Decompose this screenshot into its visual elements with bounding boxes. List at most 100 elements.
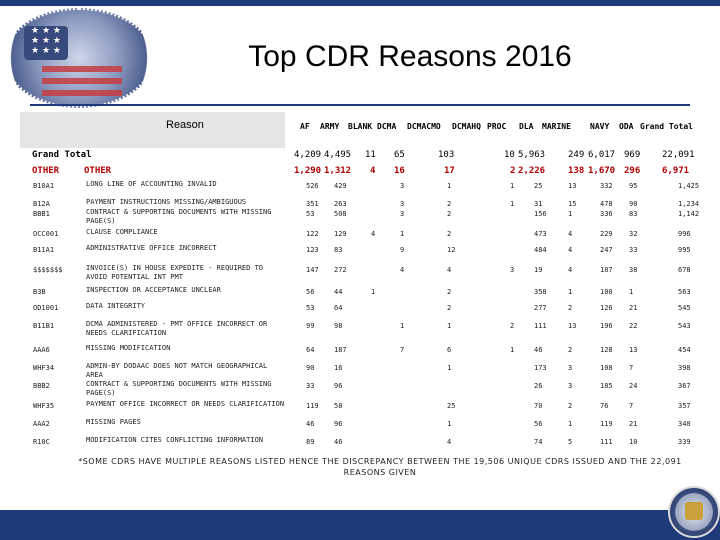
- cell-grand-total: 339: [678, 438, 691, 446]
- col-header-dla: DLA: [519, 122, 534, 131]
- cell-marine: 15: [568, 200, 577, 208]
- cell-oda: 10: [629, 438, 638, 446]
- cell-dcmacmo: 4: [400, 266, 405, 274]
- cell-af: 53: [306, 210, 315, 218]
- col-header-navy: NAVY: [590, 122, 610, 131]
- cell-grand-total: 543: [678, 322, 691, 330]
- row-reason: ADMINISTRATIVE OFFICE INCORRECT: [86, 244, 217, 252]
- cell-marine: 3: [568, 364, 573, 372]
- title-divider: [30, 104, 690, 106]
- cell-dcmahq: 2: [447, 230, 452, 238]
- cell-dcmahq: 1: [447, 322, 452, 330]
- col-header-oda: ODA: [619, 122, 634, 131]
- cell-dcmahq: 2: [447, 200, 452, 208]
- cell-proc: 2: [510, 322, 515, 330]
- cell-oda: 7: [629, 402, 634, 410]
- row-reason: ADMIN-BY DODAAC DOES NOT MATCH GEOGRAPHI…: [86, 362, 268, 379]
- cell-army: 96: [334, 382, 343, 390]
- cell-grand-total: 545: [678, 304, 691, 312]
- cell-navy: 1,670: [588, 166, 616, 176]
- cell-proc: 1: [510, 346, 515, 354]
- cell-marine: 1: [568, 288, 573, 296]
- cell-dla: 484: [534, 246, 547, 254]
- cell-af: 526: [306, 182, 319, 190]
- cell-oda: 32: [629, 230, 638, 238]
- cell-navy: 478: [600, 200, 613, 208]
- cell-grand-total: 1,142: [678, 210, 700, 218]
- row-reason: LONG LINE OF ACCOUNTING INVALID: [86, 180, 217, 188]
- cell-marine: 2: [568, 346, 573, 354]
- bottom-banner-bar: [0, 510, 720, 540]
- row-reason: PAYMENT OFFICE INCORRECT OR NEEDS CLARIF…: [86, 400, 285, 408]
- cell-marine: 138: [568, 166, 585, 176]
- cell-blank: 4: [371, 230, 376, 238]
- cell-oda: 21: [629, 304, 638, 312]
- row-code: B3B: [33, 288, 46, 296]
- cell-oda: 90: [629, 200, 638, 208]
- cell-dcmahq: 1: [447, 182, 452, 190]
- col-header-dcma: DCMA: [377, 122, 397, 131]
- cell-marine: 3: [568, 382, 573, 390]
- cell-af: 89: [306, 438, 315, 446]
- cell-grand-total: 454: [678, 346, 691, 354]
- cell-dcmahq: 1: [447, 420, 452, 428]
- cell-grand-total: 22,091: [662, 150, 695, 160]
- row-code: B12A: [33, 200, 50, 208]
- row-code: AAA6: [33, 346, 50, 354]
- cell-dcmahq: 2: [447, 210, 452, 218]
- row-code: OD1001: [33, 304, 59, 312]
- emblem-ring: [4, 8, 154, 108]
- cell-army: 58: [334, 402, 343, 410]
- cell-dcmacmo: 3: [400, 200, 405, 208]
- cell-marine: 1: [568, 210, 573, 218]
- top-banner-bar: [0, 0, 720, 6]
- cell-proc: 1: [510, 182, 515, 190]
- cell-dcmahq: 4: [447, 266, 452, 274]
- cell-af: 119: [306, 402, 319, 410]
- col-header-dcmacmo: DCMACMO: [407, 122, 441, 131]
- col-header-proc: PROC: [487, 122, 507, 131]
- cell-dla: 277: [534, 304, 547, 312]
- row-reason: DATA INTEGRITY: [86, 302, 146, 310]
- cell-navy: 119: [600, 420, 613, 428]
- cell-army: 4,495: [324, 150, 352, 160]
- cell-army: 1,312: [324, 166, 352, 176]
- cell-oda: 83: [629, 210, 638, 218]
- row-code: OCC001: [33, 230, 59, 238]
- cell-navy: 185: [600, 382, 613, 390]
- cell-dla: 26: [534, 382, 543, 390]
- cell-oda: 24: [629, 382, 638, 390]
- cell-dcmacmo: 9: [400, 246, 405, 254]
- cell-navy: 126: [600, 304, 613, 312]
- row-reason: CONTRACT & SUPPORTING DOCUMENTS WITH MIS…: [86, 380, 272, 397]
- cell-army: 508: [334, 210, 347, 218]
- row-reason: MODIFICATION CITES CONFLICTING INFORMATI…: [86, 436, 264, 444]
- cell-dla: 173: [534, 364, 547, 372]
- cell-af: 33: [306, 382, 315, 390]
- row-code: B11B1: [33, 322, 55, 330]
- cell-proc-dla: 10: [504, 150, 515, 160]
- cell-grand-total: 1,234: [678, 200, 700, 208]
- dfas-emblem-icon: ★ ★ ★ ★ ★ ★ ★ ★ ★: [4, 8, 154, 108]
- cell-af: 147: [306, 266, 319, 274]
- grand-total-label: Grand Total: [32, 150, 92, 160]
- cell-marine: 13: [568, 322, 577, 330]
- cell-marine: 13: [568, 182, 577, 190]
- cell-grand-total: 995: [678, 246, 691, 254]
- row-code: B10A1: [33, 182, 55, 190]
- cell-dcma: 65: [394, 150, 405, 160]
- cell-grand-total: 357: [678, 402, 691, 410]
- cell-marine: 4: [568, 246, 573, 254]
- cell-navy: 108: [600, 364, 613, 372]
- cell-marine: 1: [568, 420, 573, 428]
- cell-oda: 1: [629, 288, 634, 296]
- cell-oda: 22: [629, 322, 638, 330]
- row-code: BBB2: [33, 382, 50, 390]
- cell-dcmacmo: 3: [400, 182, 405, 190]
- cell-af: 90: [306, 364, 315, 372]
- cell-navy: 187: [600, 266, 613, 274]
- row-reason: INVOICE(S) IN HOUSE EXPEDITE - REQUIRED …: [86, 264, 264, 281]
- cell-grand-total: 1,425: [678, 182, 700, 190]
- other-row: OTHER OTHER 1,290 1,312 4 16 17 2 2,226 …: [20, 166, 700, 180]
- cell-af: 123: [306, 246, 319, 254]
